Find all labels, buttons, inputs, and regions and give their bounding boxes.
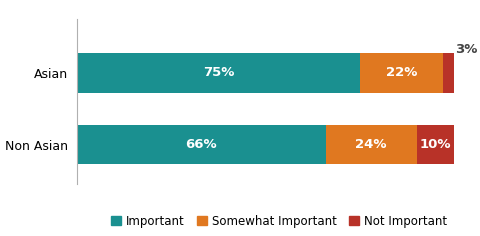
Text: 75%: 75% [203,66,234,79]
Bar [360,53,443,93]
Bar [326,125,417,164]
Text: 66%: 66% [186,138,217,151]
Bar [443,53,454,93]
Bar [77,125,326,164]
Legend: Important, Somewhat Important, Not Important: Important, Somewhat Important, Not Impor… [106,210,452,232]
Text: 22%: 22% [386,66,417,79]
Bar [417,125,454,164]
Text: 24%: 24% [356,138,387,151]
Text: 3%: 3% [456,43,478,56]
Bar [77,53,360,93]
Text: 10%: 10% [420,138,451,151]
